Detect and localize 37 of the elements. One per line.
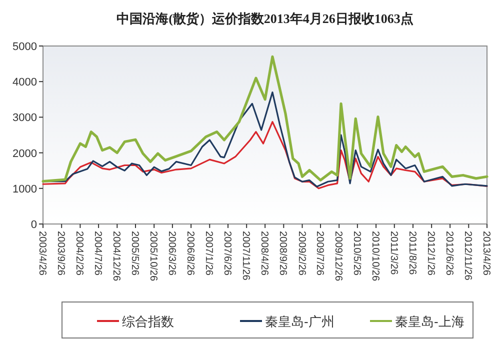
x-tick-label: 2008/9/26 bbox=[277, 231, 288, 276]
x-tick-label: 2013/4/26 bbox=[480, 231, 492, 276]
y-tick-label: 1000 bbox=[12, 183, 37, 196]
x-tick-label: 2012/1/26 bbox=[425, 231, 436, 276]
x-tick-label: 2003/4/26 bbox=[36, 231, 48, 276]
x-tick-label: 2006/3/26 bbox=[166, 231, 177, 276]
x-tick-label: 2004/7/26 bbox=[92, 231, 104, 276]
x-tick-label: 2010/5/26 bbox=[350, 231, 362, 276]
x-tick-label: 2009/7/26 bbox=[314, 231, 325, 276]
chart-title: 中国沿海(散货）运价指数2013年4月26日报收1063点 bbox=[116, 11, 414, 26]
x-tick-label: 2011/3/26 bbox=[388, 231, 399, 276]
x-tick-label: 2006/8/26 bbox=[184, 231, 196, 276]
legend-label: 秦皇岛-广州 bbox=[265, 314, 334, 329]
x-tick-label: 2005/5/26 bbox=[128, 231, 140, 276]
x-tick-label: 2009/2/26 bbox=[296, 231, 307, 276]
x-tick-label: 2007/1/26 bbox=[203, 231, 214, 276]
x-tick-label: 2007/11/26 bbox=[240, 231, 252, 281]
y-tick-label: 2000 bbox=[12, 148, 37, 160]
x-tick-label: 2004/2/26 bbox=[74, 231, 85, 276]
y-tick-label: 3000 bbox=[12, 112, 37, 124]
x-tick-label: 2007/6/26 bbox=[221, 231, 232, 276]
x-tick-label: 2010/10/26 bbox=[370, 231, 381, 282]
y-tick-label: 5000 bbox=[12, 41, 37, 53]
x-tick-label: 2005/10/26 bbox=[148, 231, 159, 282]
x-tick-label: 2011/8/26 bbox=[406, 231, 418, 276]
legend-label: 综合指数 bbox=[122, 314, 174, 329]
line-series bbox=[42, 55, 488, 183]
x-tick-label: 2008/4/26 bbox=[258, 231, 270, 276]
line-series bbox=[42, 121, 488, 190]
x-tick-label: 2009/12/26 bbox=[332, 231, 344, 282]
x-tick-label: 2012/11/26 bbox=[462, 231, 474, 281]
x-tick-label: 2003/9/26 bbox=[55, 231, 66, 276]
x-tick-label: 2012/6/26 bbox=[444, 231, 455, 276]
y-tick-label: 0 bbox=[30, 219, 37, 231]
legend-label: 秦皇岛-上海 bbox=[395, 314, 464, 329]
x-tick-label: 2004/12/26 bbox=[110, 231, 122, 282]
y-tick-label: 4000 bbox=[12, 76, 37, 89]
